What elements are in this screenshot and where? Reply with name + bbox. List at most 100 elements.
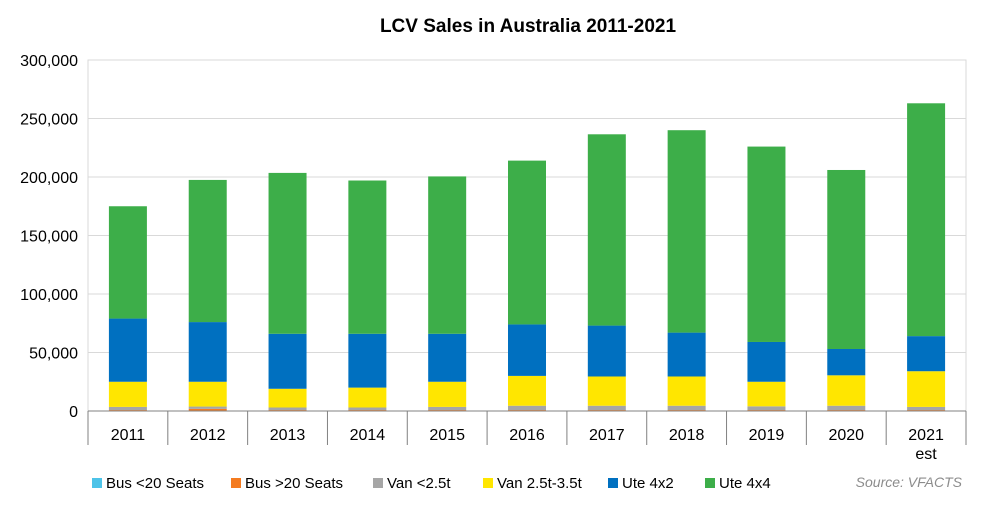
bar-segment-van-2-5t-3-5t — [428, 381, 467, 407]
bar-segment-van-2-5t — [348, 407, 387, 411]
bar-segment-bus-20-seats — [587, 410, 626, 411]
bar-segment-ute-4x4 — [348, 180, 387, 334]
bar-segment-bus-20-seats — [508, 410, 546, 411]
y-tick-label: 0 — [69, 404, 78, 421]
x-tick-label: 2017 — [589, 427, 625, 444]
bar-segment-van-2-5t-3-5t — [348, 387, 387, 408]
legend-item: Bus >20 Seats — [231, 475, 343, 492]
bar-stack-2017 — [587, 134, 626, 411]
x-tick-label: 2013 — [270, 427, 306, 444]
bar-stacks — [108, 103, 946, 411]
legend-item: Bus <20 Seats — [92, 475, 204, 492]
bar-segment-ute-4x2 — [667, 332, 706, 377]
x-tick-label: 2020 — [828, 427, 864, 444]
x-axis-tick-labels: 2011 2012 2013 2014 2015 2016 2017 2018 2019 2020… — [111, 427, 944, 463]
bar-segment-van-2-5t-3-5t — [827, 375, 866, 406]
x-tick-label: 2012 — [190, 427, 226, 444]
x-tick-label: est — [915, 446, 937, 463]
bar-segment-bus-20-seats — [667, 410, 706, 411]
bar-segment-van-2-5t-3-5t — [108, 381, 147, 407]
y-tick-label: 300,000 — [20, 53, 78, 70]
bar-segment-van-2-5t — [667, 405, 706, 411]
bar-segment-ute-4x2 — [348, 333, 387, 388]
y-tick-label: 100,000 — [20, 287, 78, 304]
bar-segment-van-2-5t-3-5t — [188, 381, 227, 407]
legend-swatch — [92, 478, 102, 488]
bar-segment-bus-20-seats — [827, 410, 866, 411]
bar-segment-ute-4x2 — [827, 348, 866, 376]
bar-segment-ute-4x4 — [587, 134, 626, 326]
bar-segment-ute-4x4 — [827, 169, 866, 349]
bar-segment-van-2-5t-3-5t — [667, 376, 706, 406]
bar-segment-bus-20-seats — [907, 410, 946, 411]
legend: Bus <20 Seats Bus >20 Seats Van <2.5t Van 2… — [92, 475, 771, 492]
bar-segment-ute-4x4 — [667, 130, 706, 333]
bar-segment-van-2-5t — [827, 405, 866, 411]
bar-segment-van-2-5t-3-5t — [907, 371, 946, 407]
legend-label: Bus <20 Seats — [106, 475, 204, 492]
bar-segment-ute-4x4 — [268, 172, 307, 334]
y-tick-label: 150,000 — [20, 229, 78, 246]
legend-swatch — [231, 478, 241, 488]
bar-stack-2013 — [268, 172, 307, 411]
bar-segment-ute-4x4 — [108, 206, 147, 319]
bar-segment-van-2-5t — [428, 406, 467, 411]
bar-segment-van-2-5t — [587, 405, 626, 411]
bar-segment-bus-20-seats — [428, 410, 467, 411]
bar-segment-ute-4x4 — [907, 103, 946, 337]
bar-stack-2015 — [428, 176, 467, 411]
chart-title: LCV Sales in Australia 2011-2021 — [380, 16, 677, 37]
legend-label: Van 2.5t-3.5t — [497, 475, 583, 492]
y-tick-label: 50,000 — [29, 346, 78, 363]
x-tick-label: 2014 — [350, 427, 386, 444]
bar-segment-bus-20-seats — [188, 408, 227, 411]
legend-swatch — [373, 478, 383, 488]
legend-label: Ute 4x2 — [622, 475, 674, 492]
bar-segment-van-2-5t-3-5t — [268, 388, 307, 408]
legend-label: Bus >20 Seats — [245, 475, 343, 492]
bar-segment-van-2-5t — [108, 406, 147, 411]
legend-swatch — [483, 478, 493, 488]
legend-swatch — [608, 478, 618, 488]
x-tick-label: 2011 — [111, 427, 146, 444]
bar-segment-van-2-5t — [268, 407, 307, 411]
bar-segment-ute-4x2 — [108, 318, 147, 382]
bar-segment-van-2-5t — [188, 406, 227, 409]
bar-segment-van-2-5t — [747, 406, 786, 411]
bar-segment-van-2-5t — [508, 405, 546, 411]
bar-segment-bus-20-seats — [108, 410, 147, 411]
bar-segment-bus-20-seats — [747, 410, 786, 411]
bar-segment-ute-4x4 — [188, 179, 227, 323]
source-note: Source: VFACTS — [856, 474, 963, 490]
bar-stack-2016 — [508, 160, 546, 411]
bar-segment-van-2-5t-3-5t — [508, 375, 546, 406]
x-tick-label: 2021 — [908, 427, 944, 444]
bar-stack-2020 — [827, 169, 866, 411]
legend-item: Van 2.5t-3.5t — [483, 475, 583, 492]
axes — [87, 410, 967, 445]
legend-swatch — [705, 478, 715, 488]
bar-segment-van-2-5t-3-5t — [747, 381, 786, 407]
x-tick-label: 2015 — [429, 427, 465, 444]
bar-stack-2014 — [348, 180, 387, 411]
gridlines — [88, 59, 966, 353]
bar-stack-2011 — [108, 206, 147, 411]
x-tick-label: 2018 — [669, 427, 705, 444]
bar-stack-2021-est — [907, 103, 946, 411]
legend-label: Ute 4x4 — [719, 475, 771, 492]
bar-segment-ute-4x2 — [428, 333, 467, 382]
x-tick-label: 2016 — [509, 427, 545, 444]
legend-item: Van <2.5t — [373, 475, 451, 492]
bar-segment-bus-20-seats — [268, 410, 307, 411]
y-tick-label: 250,000 — [20, 112, 78, 129]
x-tick-label: 2019 — [749, 427, 785, 444]
y-axis-tick-labels: 0 50,000 100,000 150,000 200,000 250,000 300,0… — [20, 53, 78, 421]
bar-segment-ute-4x2 — [268, 333, 307, 389]
legend-item: Ute 4x2 — [608, 475, 674, 492]
legend-label: Van <2.5t — [387, 475, 451, 492]
bar-segment-bus-20-seats — [348, 410, 387, 411]
bar-segment-ute-4x2 — [907, 336, 946, 372]
bar-segment-ute-4x2 — [747, 341, 786, 382]
bar-segment-ute-4x4 — [508, 160, 546, 325]
